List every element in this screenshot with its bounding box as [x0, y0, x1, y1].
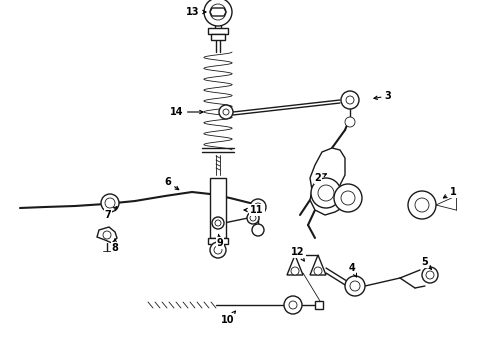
Circle shape — [426, 271, 434, 279]
Polygon shape — [287, 255, 303, 275]
Text: 2: 2 — [315, 173, 326, 183]
Text: 9: 9 — [217, 234, 223, 248]
Polygon shape — [210, 178, 226, 238]
Circle shape — [219, 105, 233, 119]
Polygon shape — [315, 301, 323, 309]
Text: 7: 7 — [105, 207, 117, 220]
Circle shape — [210, 242, 226, 258]
Circle shape — [346, 96, 354, 104]
Circle shape — [314, 267, 322, 275]
Circle shape — [289, 301, 297, 309]
Polygon shape — [211, 34, 225, 40]
Polygon shape — [310, 255, 326, 275]
Text: 13: 13 — [186, 7, 206, 17]
Text: 14: 14 — [170, 107, 203, 117]
Text: 8: 8 — [112, 239, 119, 253]
Circle shape — [318, 185, 334, 201]
Polygon shape — [310, 148, 345, 215]
Circle shape — [341, 191, 355, 205]
Text: 4: 4 — [348, 263, 357, 277]
Circle shape — [223, 109, 229, 115]
Text: 6: 6 — [165, 177, 179, 190]
Circle shape — [341, 91, 359, 109]
Circle shape — [422, 267, 438, 283]
Circle shape — [250, 199, 266, 215]
Text: 12: 12 — [291, 247, 305, 261]
Circle shape — [350, 281, 360, 291]
Polygon shape — [208, 28, 228, 34]
Circle shape — [284, 296, 302, 314]
Circle shape — [311, 178, 341, 208]
Circle shape — [345, 117, 355, 127]
Text: 3: 3 — [374, 91, 392, 101]
Circle shape — [250, 215, 256, 221]
Circle shape — [408, 191, 436, 219]
Circle shape — [252, 224, 264, 236]
Text: 5: 5 — [421, 257, 431, 269]
Circle shape — [254, 203, 262, 211]
Polygon shape — [97, 227, 117, 243]
Text: 10: 10 — [221, 311, 235, 325]
Polygon shape — [208, 238, 228, 244]
Text: 11: 11 — [244, 205, 264, 215]
Circle shape — [215, 220, 221, 226]
Circle shape — [103, 231, 111, 239]
Circle shape — [247, 212, 259, 224]
Circle shape — [334, 184, 362, 212]
Text: 1: 1 — [443, 187, 456, 198]
Circle shape — [291, 267, 299, 275]
Circle shape — [212, 217, 224, 229]
Circle shape — [101, 194, 119, 212]
Circle shape — [105, 198, 115, 208]
Circle shape — [214, 246, 222, 254]
Circle shape — [204, 0, 232, 26]
Circle shape — [210, 4, 226, 20]
Polygon shape — [210, 8, 226, 16]
Circle shape — [345, 276, 365, 296]
Circle shape — [415, 198, 429, 212]
